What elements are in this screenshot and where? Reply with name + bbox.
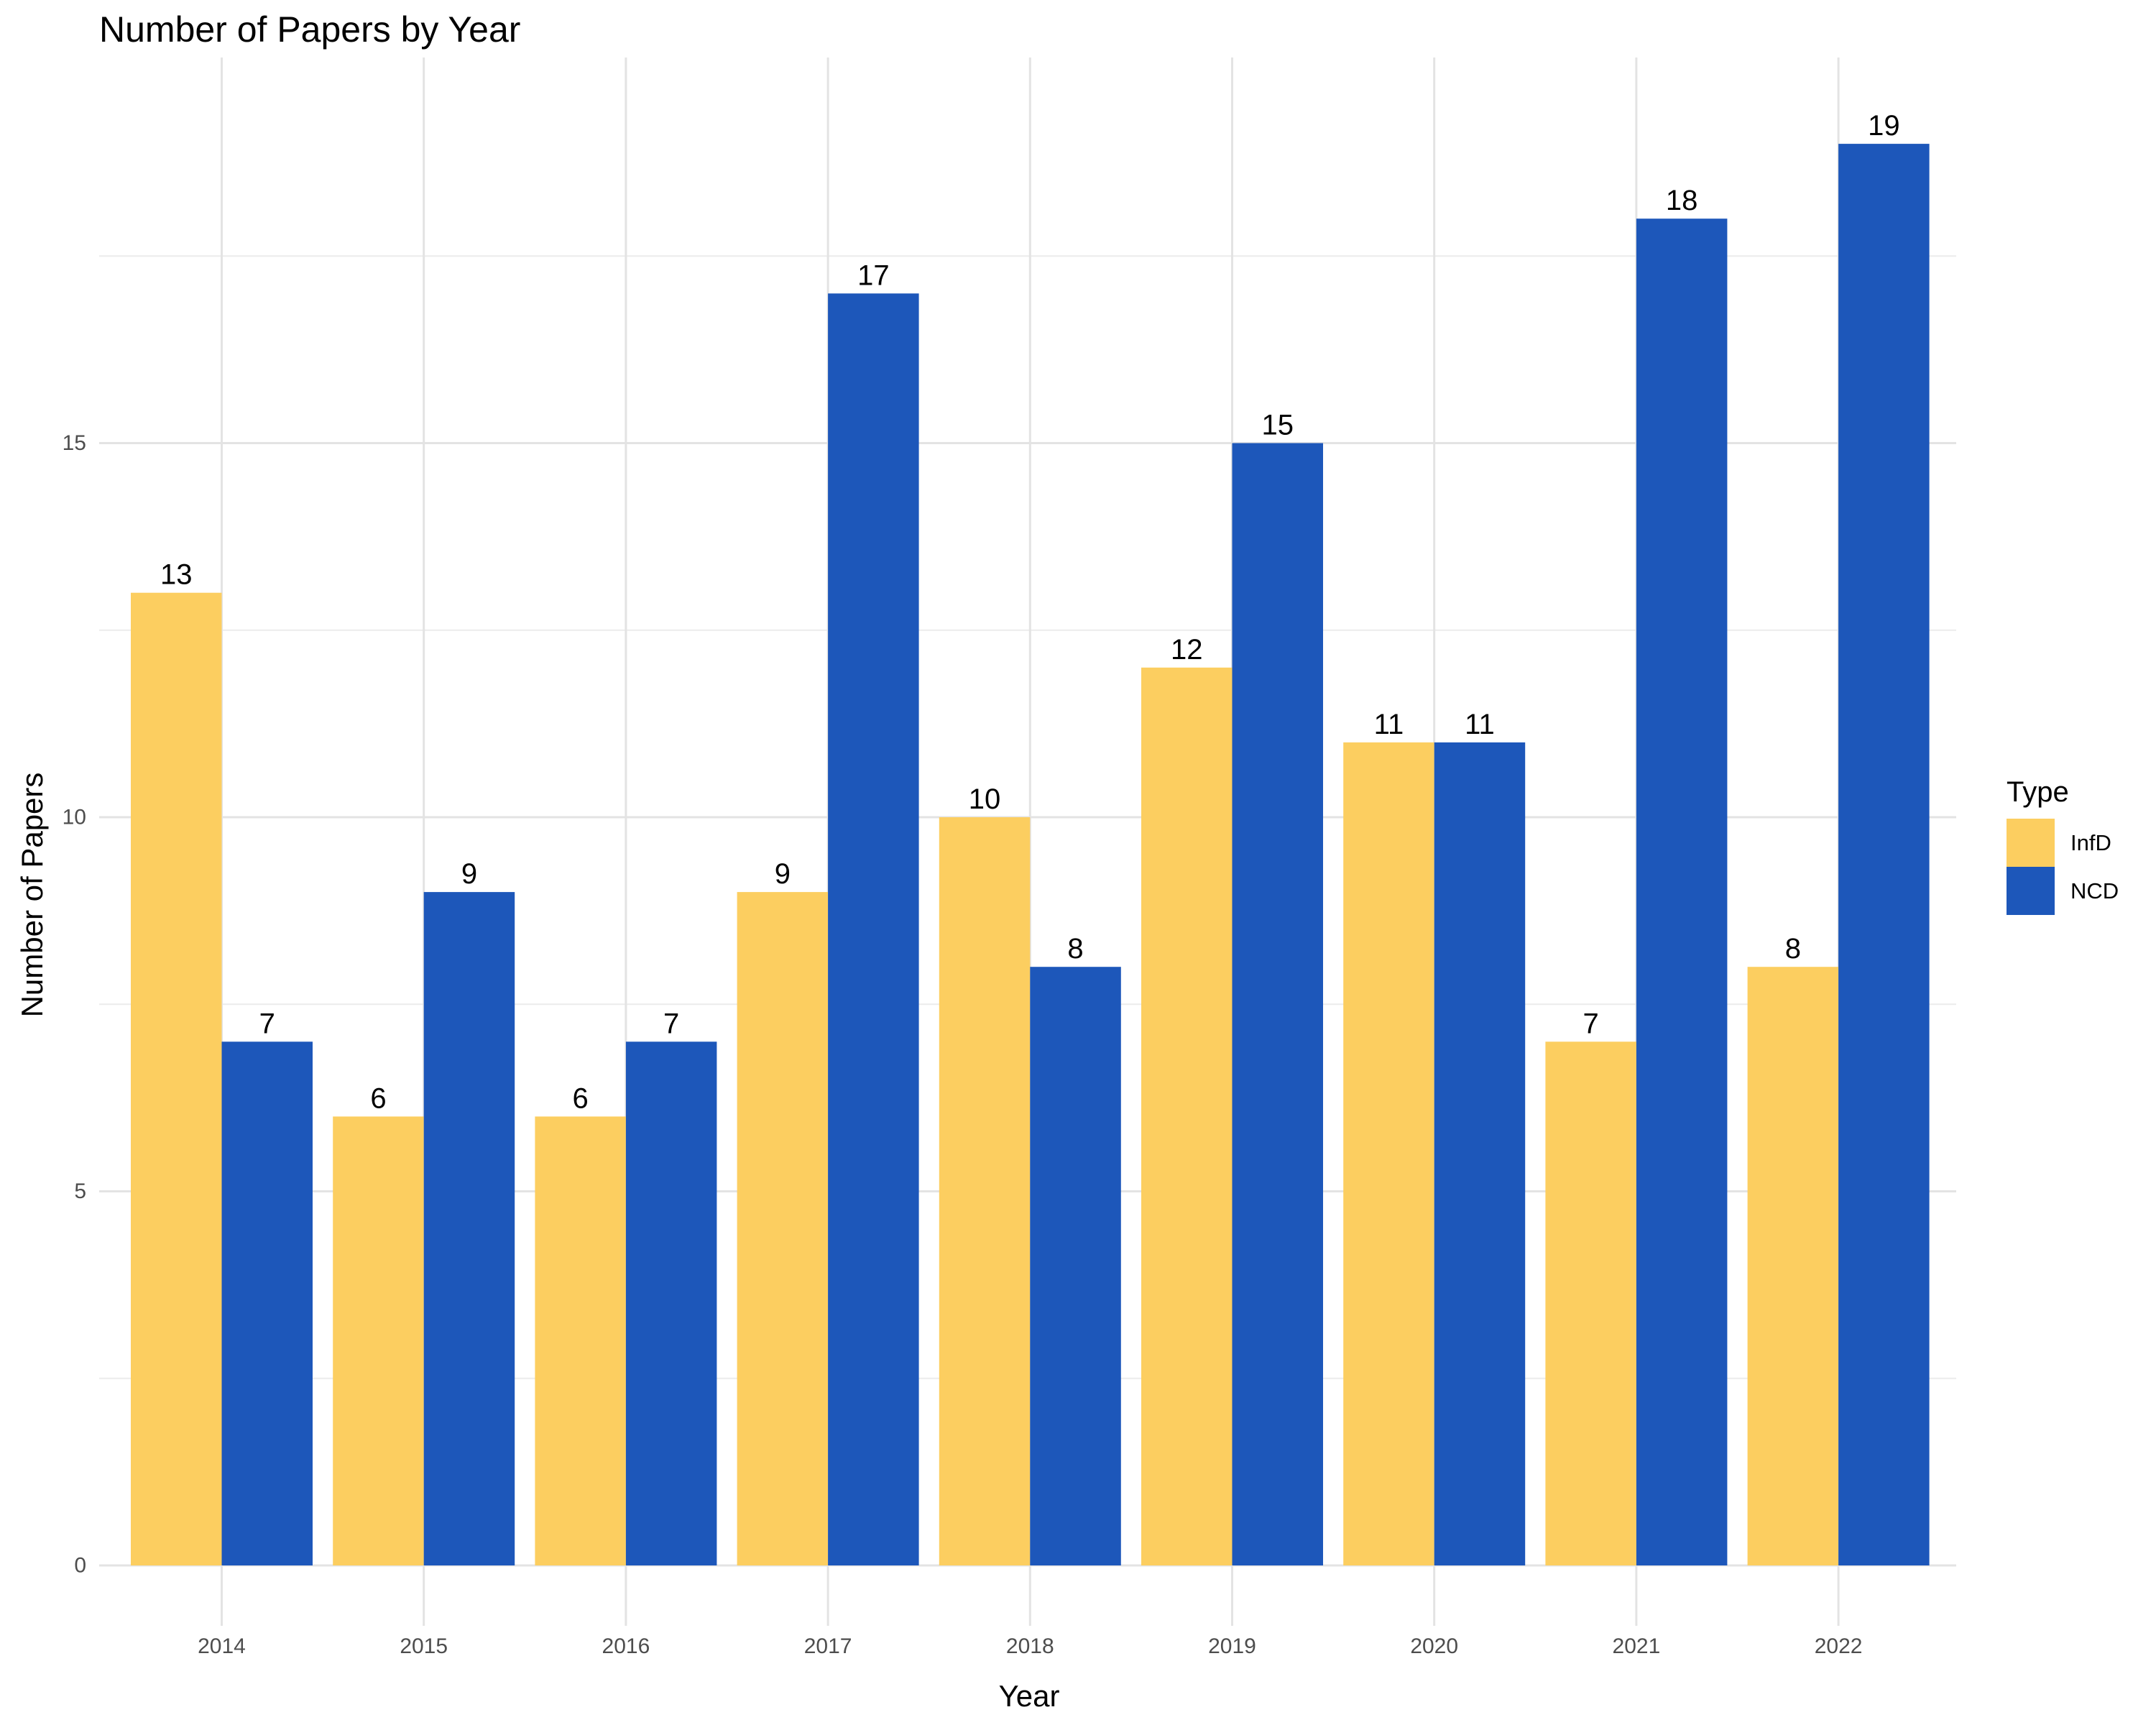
legend-item-ncd: NCD bbox=[2007, 867, 2119, 915]
x-tick-label: 2019 bbox=[1208, 1634, 1256, 1658]
x-tick-label: 2016 bbox=[602, 1634, 650, 1658]
data-label: 11 bbox=[1374, 709, 1404, 740]
data-label: 12 bbox=[1171, 634, 1203, 666]
bar-ncd bbox=[1232, 443, 1323, 1565]
y-tick-label: 15 bbox=[63, 431, 86, 455]
data-label: 15 bbox=[1262, 410, 1294, 441]
data-label: 13 bbox=[160, 559, 193, 591]
bar-infd bbox=[1343, 742, 1434, 1565]
chart-title: Number of Papers by Year bbox=[99, 9, 521, 50]
bar-infd bbox=[1747, 967, 1839, 1565]
legend: Type InfD NCD bbox=[2007, 776, 2119, 915]
bar-infd bbox=[333, 1116, 424, 1565]
legend-swatch-ncd bbox=[2007, 867, 2055, 915]
x-axis-title: Year bbox=[998, 1679, 1060, 1713]
x-tick-label: 2015 bbox=[400, 1634, 448, 1658]
bar-ncd bbox=[1838, 144, 1930, 1566]
legend-label-infd: InfD bbox=[2070, 829, 2111, 855]
bar-infd bbox=[1545, 1041, 1636, 1565]
data-label: 6 bbox=[370, 1082, 386, 1114]
data-label: 7 bbox=[663, 1008, 679, 1039]
x-tick-label: 2020 bbox=[1410, 1634, 1458, 1658]
data-label: 8 bbox=[1785, 933, 1801, 965]
data-label: 7 bbox=[259, 1008, 275, 1039]
legend-swatch-infd bbox=[2007, 819, 2055, 867]
data-label: 19 bbox=[1868, 110, 1900, 142]
data-label: 8 bbox=[1067, 933, 1083, 965]
x-tick-label: 2022 bbox=[1815, 1634, 1863, 1658]
bar-ncd bbox=[1434, 742, 1526, 1565]
data-label: 9 bbox=[775, 858, 791, 890]
data-label: 7 bbox=[1583, 1008, 1599, 1039]
x-tick-label: 2017 bbox=[804, 1634, 852, 1658]
legend-item-infd: InfD bbox=[2007, 819, 2119, 867]
bar-ncd bbox=[1030, 967, 1121, 1565]
data-label: 11 bbox=[1465, 709, 1495, 740]
legend-label-ncd: NCD bbox=[2070, 878, 2119, 903]
bar-infd bbox=[1141, 667, 1233, 1565]
data-label: 6 bbox=[573, 1082, 589, 1114]
data-label: 18 bbox=[1666, 185, 1698, 216]
bar-infd bbox=[131, 592, 222, 1566]
y-tick-label: 10 bbox=[63, 806, 86, 829]
bar-infd bbox=[535, 1116, 626, 1565]
legend-title: Type bbox=[2007, 776, 2069, 808]
x-tick-label: 2021 bbox=[1613, 1634, 1661, 1658]
bar-ncd bbox=[221, 1041, 313, 1565]
x-tick-label: 2014 bbox=[198, 1634, 246, 1658]
bar-infd bbox=[939, 817, 1031, 1565]
y-tick-label: 0 bbox=[74, 1554, 86, 1578]
y-tick-label: 5 bbox=[74, 1179, 86, 1203]
bar-infd bbox=[737, 892, 829, 1565]
data-label: 10 bbox=[969, 783, 1001, 815]
x-tick-label: 2018 bbox=[1006, 1634, 1054, 1658]
data-label: 17 bbox=[857, 259, 890, 291]
bar-ncd bbox=[625, 1041, 717, 1565]
y-axis-title: Number of Papers bbox=[15, 772, 49, 1018]
bar-ncd bbox=[423, 892, 515, 1565]
data-label: 9 bbox=[461, 858, 477, 890]
bar-ncd bbox=[828, 293, 919, 1565]
bar-ncd bbox=[1636, 218, 1728, 1566]
